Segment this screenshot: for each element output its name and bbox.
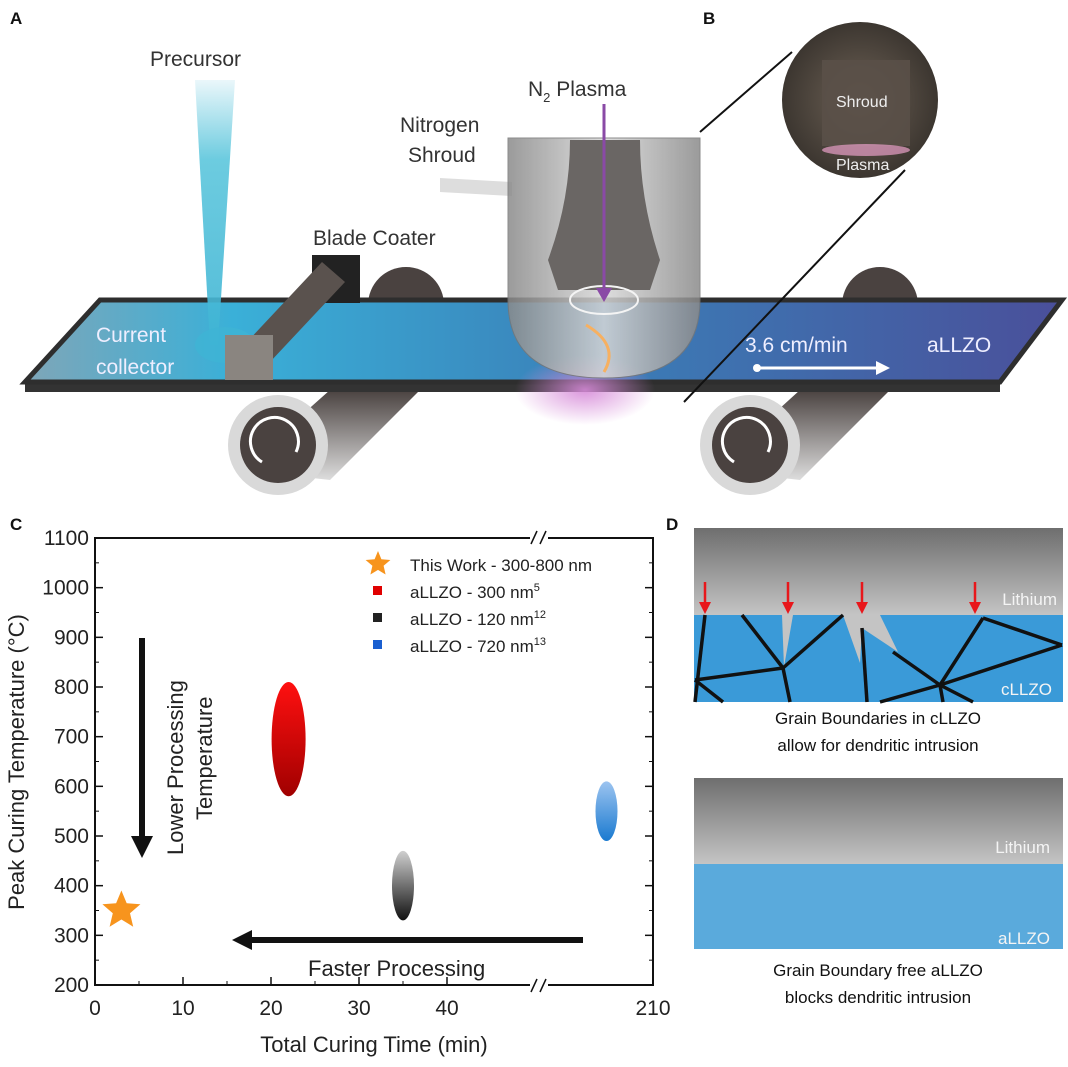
bottom-lithium-layer [694,778,1063,864]
legend-entry: aLLZO - 120 nm12 [410,609,546,629]
data-point-ellipse [392,850,414,921]
red-arrow-head-icon [782,602,794,614]
nitrogen-inlet-tube [440,178,512,196]
lower-temp-annotation-line2: Temperature [192,696,217,820]
red-arrow-head-icon [856,602,868,614]
plasma-flow [585,323,611,373]
x-tick-label: 210 [635,997,670,1020]
data-marks [102,682,618,927]
top-caption-line1: Grain Boundaries in cLLZO [775,709,981,728]
panel-label-d: D [666,515,678,534]
top-lithium-layer [694,528,1063,615]
zoom-line-top [699,51,793,133]
n2-arrow-head-icon [596,288,612,302]
x-tick-label: 40 [435,997,458,1020]
y-tick-label: 700 [54,726,89,749]
precursor-nozzle [195,80,235,345]
legend-square-icon [373,640,382,649]
nitrogen-shroud-label-line1: Nitrogen [400,114,479,137]
direction-arrow-head-icon [876,361,890,375]
shroud-photo-label: Shroud [836,94,888,111]
zoom-line-bottom [683,169,906,403]
rotation-arrow-icon [248,415,300,464]
x-tick-label: 30 [347,997,370,1020]
bottom-caption-line2: blocks dendritic intrusion [785,988,971,1007]
x-tick-label: 20 [259,997,282,1020]
panel-a-illustration: A Precursor Blade Coater Current collect… [10,9,1068,495]
plasma-photo-label: Plasma [836,157,889,174]
grain-boundaries [693,613,1063,704]
y-tick-label: 600 [54,775,89,798]
legend-square-icon [373,586,382,595]
allzo-layer [694,864,1063,949]
y-axis-title: Peak Curing Temperature (°C) [4,614,29,910]
y-tick-label: 900 [54,626,89,649]
y-tick-label: 1000 [42,577,89,600]
legend-entry: aLLZO - 300 nm5 [410,582,540,602]
y-tick-label: 500 [54,825,89,848]
panel-b-photo: B Shroud Plasma [683,9,938,403]
lower-temperature-arrow-head-icon [131,836,153,858]
speed-label: 3.6 cm/min [745,334,848,357]
lower-temperature-arrow [139,638,145,850]
cllzo-label: cLLZO [1001,680,1052,699]
x-axis-title: Total Curing Time (min) [260,1032,487,1057]
blade-coater-block [225,335,273,380]
legend-star-icon [365,551,391,575]
back-roller-left [368,267,444,305]
faster-processing-arrow [250,937,583,943]
precursor-label: Precursor [150,48,241,71]
blade-coater-label: Blade Coater [313,227,436,250]
current-collector-label-line2: collector [96,356,174,379]
red-arrow-head-icon [699,602,711,614]
x-tick-label: 10 [171,997,194,1020]
photo-plasma-ring [822,144,910,156]
current-collector-label-line1: Current [96,324,166,347]
n2-plasma-label: N2 Plasma [528,78,627,105]
nitrogen-shroud-label-line2: Shroud [408,144,476,167]
y-tick-label: 400 [54,875,89,898]
bottom-caption-line1: Grain Boundary free aLLZO [773,961,983,980]
top-caption-line2: allow for dendritic intrusion [777,736,978,755]
axis-ticks: 200 300 400 500 600 700 800 900 1000 1100 0 10 20 30 4… [42,527,670,1020]
red-arrow-head-icon [969,602,981,614]
front-roller-left [228,390,420,495]
legend-square-icon [373,613,382,622]
back-roller-right [842,267,918,305]
y-tick-label: 1100 [44,527,89,550]
x-tick-label: 0 [89,997,101,1020]
direction-arrow-origin [753,364,761,372]
faster-processing-annotation: Faster Processing [308,956,485,981]
data-point-ellipse [595,781,618,841]
film-label: aLLZO [927,334,991,357]
data-point-star [102,890,141,927]
front-roller-right [700,390,890,495]
legend-entry: This Work - 300-800 nm [410,556,592,575]
y-tick-label: 800 [54,676,89,699]
rotation-arrow-icon [720,415,772,464]
top-lithium-label: Lithium [1002,590,1057,609]
legend-entry: aLLZO - 720 nm13 [410,636,546,656]
bottom-lithium-label: Lithium [995,838,1050,857]
panel-c-chart: C 200 300 400 500 600 700 800 900 1000 1100 0 10 20 3… [4,515,671,1057]
faster-processing-arrow-head-icon [232,930,252,950]
y-tick-label: 300 [54,924,89,947]
lower-temp-annotation-line1: Lower Processing [163,680,188,855]
panel-d-schematic: D Lithium cLLZO Grain Boundaries in cLLZ… [666,515,1063,1007]
dendrite-intrusion [782,615,793,667]
dendrite-arrows [699,582,981,614]
photo-shroud [822,60,910,146]
data-point-ellipse [271,682,306,797]
y-tick-label: 200 [54,974,89,997]
allzo-label: aLLZO [998,929,1050,948]
dendrite-intrusion [843,615,898,663]
panel-label-a: A [10,9,22,28]
panel-label-c: C [10,515,22,534]
panel-label-b: B [703,9,715,28]
legend: This Work - 300-800 nm aLLZO - 300 nm5 aLL… [365,551,592,656]
axis-break-marks [530,530,548,993]
